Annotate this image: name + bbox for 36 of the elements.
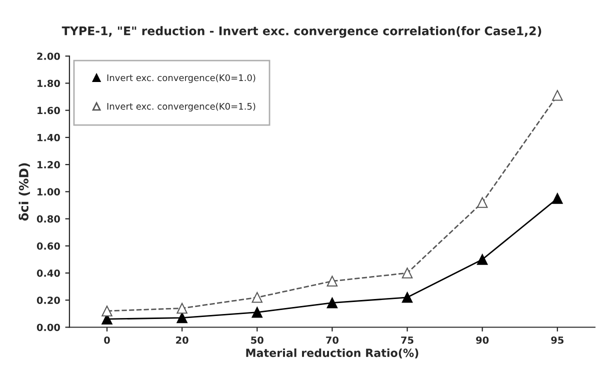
- y-tick-label: 2.00: [37, 52, 60, 60]
- x-tick-label: 95: [551, 336, 564, 344]
- point: [252, 292, 263, 303]
- point: [326, 276, 338, 287]
- y-tick-label: 1.60: [38, 106, 60, 114]
- point: [252, 306, 263, 318]
- point: [402, 268, 413, 278]
- chart-title: TYPE-1, "E" reduction - Invert exc. convergence correlation(for Case1,2): [62, 26, 542, 38]
- x-axis-title: Material reduction Ratio(%): [246, 348, 418, 358]
- point: [102, 306, 112, 316]
- y-tick-label: 0.20: [36, 296, 60, 304]
- point: [552, 193, 563, 204]
- point: [552, 90, 563, 101]
- legend-label: Invert exc. convergence(K0=1.5): [107, 102, 256, 112]
- x-tick-label: 0: [104, 336, 110, 344]
- point: [476, 197, 488, 208]
- x-tick-label: 70: [326, 336, 338, 344]
- y-tick-label: 1.40: [38, 134, 60, 142]
- point: [402, 292, 413, 303]
- y-tick-label: 1.80: [38, 80, 60, 88]
- point: [476, 254, 488, 265]
- x-tick-label: 50: [251, 336, 264, 344]
- point: [176, 312, 188, 324]
- y-tick-label: 0.60: [36, 242, 60, 250]
- x-tick-label: 90: [476, 336, 489, 344]
- x-tick-label: 75: [401, 336, 414, 344]
- y-tick-label: 0.40: [36, 270, 60, 277]
- x-tick-label: 20: [176, 336, 188, 344]
- point: [176, 302, 188, 314]
- y-tick-label: 1.20: [38, 161, 60, 168]
- legend-label: Invert exc. convergence(K0=1.0): [107, 74, 256, 83]
- y-tick-label: 0.00: [36, 324, 60, 332]
- y-axis-title: δci (%D): [18, 163, 30, 221]
- y-tick-label: 0.80: [36, 215, 60, 223]
- point: [326, 297, 338, 308]
- y-tick-label: 1.00: [38, 188, 60, 196]
